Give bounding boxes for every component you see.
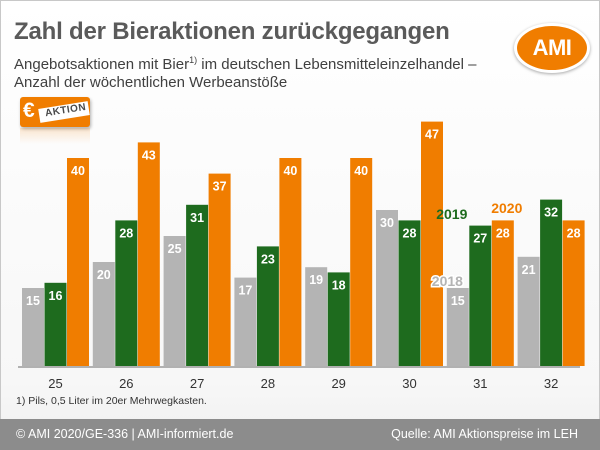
value-label-2020-week-31: 28	[496, 226, 510, 240]
footer-copyright: © AMI 2020/GE-336 | AMI-informiert.de	[16, 427, 234, 441]
bar-2018-week-30	[376, 210, 398, 366]
value-label-2019-week-31: 27	[473, 232, 487, 246]
bar-2019-week-26	[115, 220, 138, 366]
bar-2019-week-29	[327, 272, 350, 366]
bar-2019-week-27	[186, 204, 209, 366]
value-label-2020-week-26: 43	[142, 148, 156, 162]
bar-2020-week-32	[562, 220, 585, 366]
chart-title: Zahl der Bieraktionen zurückgegangen	[14, 18, 450, 45]
value-label-2018-week-28: 17	[238, 284, 252, 298]
value-label-2018-week-32: 21	[522, 263, 536, 277]
value-label-2020-week-32: 28	[567, 226, 581, 240]
value-label-2019-week-27: 31	[190, 211, 204, 225]
x-tick-label-31: 31	[473, 376, 487, 391]
bar-2020-week-27	[208, 173, 231, 366]
bar-2020-week-31	[491, 220, 514, 366]
x-tick-label-32: 32	[544, 376, 558, 391]
aktion-tag-reflection	[20, 128, 90, 144]
value-label-2019-week-28: 23	[261, 252, 275, 266]
chart-subtitle: Angebotsaktionen mit Bier1) im deutschen…	[14, 56, 514, 92]
bar-2020-week-29	[350, 158, 373, 366]
bar-2020-week-26	[137, 142, 160, 366]
subtitle-footnote-mark: 1)	[189, 55, 198, 65]
value-labels-layer: 15 16 40 20 28 43 25 31 37 17 23 40 19 18 40 30 28 47 15 27…	[26, 128, 581, 308]
value-label-2020-week-29: 40	[354, 164, 368, 178]
x-tick-label-30: 30	[402, 376, 416, 391]
value-label-2018-week-29: 19	[309, 273, 323, 287]
x-tick-label-28: 28	[261, 376, 275, 391]
x-tick-label-27: 27	[190, 376, 204, 391]
value-label-2020-week-27: 37	[213, 180, 227, 194]
bar-2018-week-26	[92, 262, 115, 366]
value-label-2019-week-29: 18	[332, 278, 346, 292]
bar-2018-week-27	[163, 236, 186, 366]
footnote: 1) Pils, 0,5 Liter im 20er Mehrwegkasten…	[16, 395, 207, 407]
bar-2019-week-25	[44, 282, 67, 366]
value-label-2018-week-31: 15	[451, 294, 465, 308]
aktion-tag-icon: € AKTION	[20, 97, 90, 127]
ami-logo: AMI	[514, 23, 590, 73]
value-label-2020-week-25: 40	[71, 164, 85, 178]
bar-2018-week-28	[234, 277, 257, 366]
bar-2018-week-31	[446, 288, 469, 366]
legend-label-2018: 2018	[432, 273, 463, 289]
ami-logo-text: AMI	[532, 35, 572, 60]
bar-2018-week-25	[22, 288, 44, 366]
footer-source: Quelle: AMI Aktionspreise im LEH	[391, 427, 578, 441]
x-tick-label-29: 29	[331, 376, 345, 391]
bar-2020-week-30	[421, 121, 443, 366]
subtitle-text-line2: Anzahl der wöchentlichen Werbeanstöße	[14, 74, 288, 91]
value-label-2018-week-26: 20	[97, 268, 111, 282]
bar-2018-week-29	[305, 267, 328, 366]
subtitle-text-a: Angebotsaktionen mit Bier	[14, 56, 190, 73]
value-label-2019-week-26: 28	[119, 226, 133, 240]
bar-2020-week-25	[67, 158, 89, 366]
value-label-2019-week-30: 28	[403, 226, 417, 240]
value-label-2018-week-27: 25	[168, 242, 182, 256]
subtitle-text-b: im deutschen Lebensmitteleinzelhandel –	[197, 56, 477, 73]
value-label-2020-week-28: 40	[283, 164, 297, 178]
x-tick-labels-layer: 25 26 27 28 29 30 31 32	[48, 376, 558, 391]
value-label-2019-week-25: 16	[49, 289, 63, 303]
bar-2019-week-31	[469, 225, 492, 366]
bar-2018-week-32	[517, 256, 540, 366]
footer-bar: © AMI 2020/GE-336 | AMI-informiert.de Qu…	[0, 419, 600, 450]
legend-label-2019: 2019	[436, 206, 467, 222]
x-tick-label-26: 26	[119, 376, 133, 391]
euro-symbol: €	[23, 99, 35, 122]
value-label-2020-week-30: 47	[425, 128, 439, 142]
value-label-2018-week-30: 30	[380, 216, 394, 230]
value-label-2018-week-25: 15	[26, 294, 40, 308]
bar-2019-week-32	[540, 199, 563, 366]
bar-2020-week-28	[279, 158, 302, 366]
bar-2019-week-28	[256, 246, 279, 366]
x-tick-label-25: 25	[48, 376, 62, 391]
legend-layer: 2018 2019 2020	[430, 200, 522, 291]
bar-2019-week-30	[398, 220, 421, 366]
bars-layer	[22, 121, 585, 366]
legend-label-2020: 2020	[491, 200, 522, 216]
value-label-2019-week-32: 32	[544, 206, 558, 220]
